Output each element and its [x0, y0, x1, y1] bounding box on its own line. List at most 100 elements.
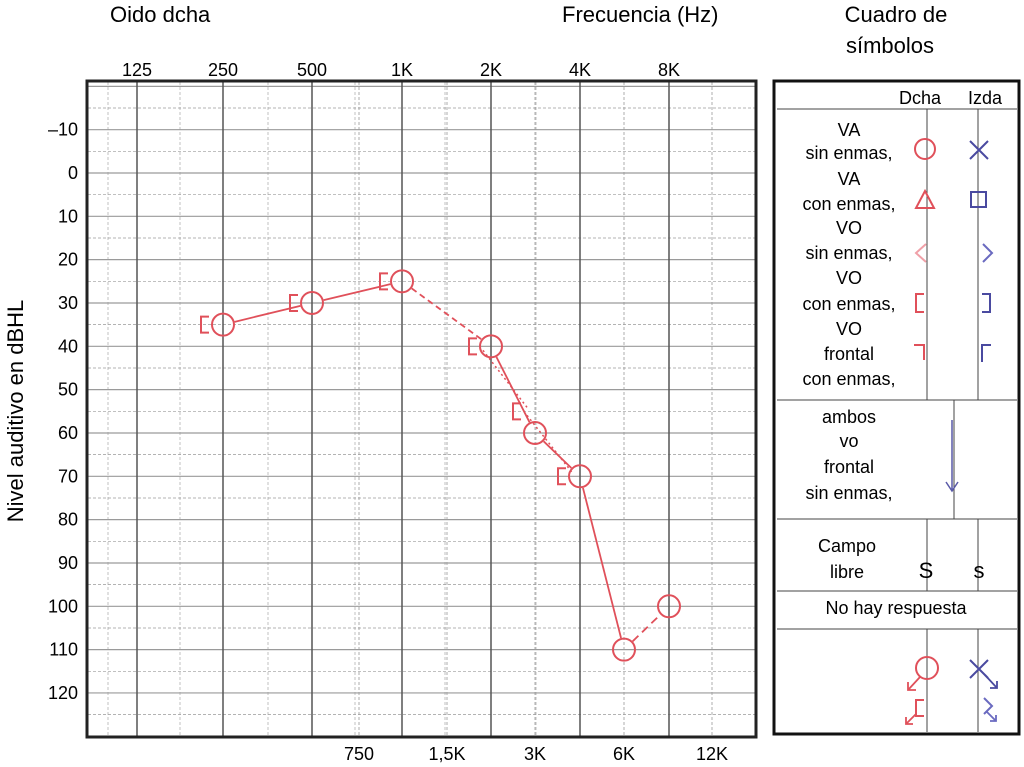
- arrow-down-symbol-icon: [945, 420, 959, 493]
- no-response-arrow-left-2-icon: [986, 711, 997, 722]
- air-conduction-point: [657, 594, 681, 619]
- legend-row-label: VO: [836, 218, 862, 238]
- legend-no-respuesta-label: No hay respuesta: [825, 598, 967, 618]
- chart-title-left: Oido dcha: [110, 2, 211, 27]
- air-conduction-point: [479, 334, 503, 359]
- x-top-tick-label: 250: [208, 60, 238, 80]
- square-symbol-icon: [970, 191, 987, 208]
- series-lines: [234, 283, 661, 642]
- x-bottom-ticks: 750 1,5K 3K 6K 12K: [344, 744, 728, 764]
- x-bottom-tick-label: 12K: [696, 744, 728, 764]
- no-response-chevron-icon: [983, 697, 994, 715]
- legend-title-line-2: símbolos: [846, 33, 934, 58]
- bone-conduction-point: [379, 272, 388, 291]
- air-conduction-point: [523, 420, 547, 445]
- y-tick-label: –10: [48, 120, 78, 140]
- triangle-symbol-icon: [914, 188, 936, 209]
- x-symbol-icon: [969, 140, 989, 160]
- y-tick-label: 120: [48, 683, 78, 703]
- series-line-segment: [582, 487, 622, 639]
- x-top-ticks: 125 250 500 1K 2K 4K 8K: [122, 60, 680, 80]
- x-top-tick-label: 8K: [658, 60, 680, 80]
- frontal-left-symbol-icon: [981, 344, 991, 362]
- no-response-bracket-icon: [915, 699, 924, 717]
- y-ticks: –10 0 10 20 30 40 50 60 70 80 90 100 110 120: [48, 120, 78, 703]
- series-marks: [200, 269, 681, 662]
- legend-row-va-sin: VA sin enmas,: [805, 120, 892, 163]
- legend-row-label: VA: [838, 169, 861, 189]
- bone-conduction-point: [468, 337, 477, 356]
- y-tick-label: 80: [58, 510, 78, 530]
- bone-conduction-point: [512, 402, 521, 421]
- bone-conduction-point: [200, 315, 209, 334]
- legend-campo-label: libre: [830, 562, 864, 582]
- x-bottom-tick-label: 750: [344, 744, 374, 764]
- no-response-arrow-right-icon: [907, 676, 921, 691]
- bone-conduction-point: [557, 467, 566, 486]
- x-bottom-tick-label: 3K: [524, 744, 546, 764]
- legend-ambos-label: sin enmas,: [805, 483, 892, 503]
- bone-line-segment: [526, 414, 573, 473]
- y-tick-label: 10: [58, 206, 78, 226]
- air-conduction-point: [300, 290, 324, 315]
- y-tick-label: 0: [68, 163, 78, 183]
- no-response-circle-icon: [915, 656, 939, 680]
- y-tick-label: 20: [58, 250, 78, 270]
- legend-campo-izda: s: [974, 558, 985, 583]
- legend-row-vo-frontal-con: VO frontal con enmas,: [802, 319, 895, 389]
- x-bottom-tick-label: 6K: [613, 744, 635, 764]
- x-bottom-tick-label: 1,5K: [428, 744, 465, 764]
- y-tick-label: 30: [58, 293, 78, 313]
- series-line-segment: [543, 440, 572, 469]
- grid: [88, 82, 755, 736]
- chevron-right-symbol-icon: [982, 243, 994, 263]
- no-response-arrow-right-2-icon: [905, 713, 917, 725]
- x-top-tick-label: 1K: [391, 60, 413, 80]
- legend-campo-label: Campo: [818, 536, 876, 556]
- bracket-left-symbol-icon: [915, 293, 924, 313]
- y-tick-label: 50: [58, 380, 78, 400]
- x-top-tick-label: 2K: [480, 60, 502, 80]
- y-tick-label: 110: [49, 640, 78, 660]
- frontal-right-symbol-icon: [914, 344, 925, 360]
- legend-row-vo-con: VO con enmas,: [802, 268, 895, 314]
- legend-ambos-label: frontal: [824, 457, 874, 477]
- air-conduction-point: [390, 269, 414, 294]
- bone-conduction-point: [289, 293, 298, 312]
- chevron-left-symbol-icon: [914, 243, 927, 263]
- circle-symbol-icon: [914, 138, 936, 160]
- legend-row-label: con enmas,: [802, 369, 895, 389]
- legend-ambos-label: vo: [839, 431, 858, 451]
- air-conduction-point: [568, 464, 592, 489]
- y-tick-label: 100: [48, 596, 78, 616]
- legend-row-label: VA: [838, 120, 861, 140]
- x-top-tick-label: 500: [297, 60, 327, 80]
- x-top-tick-label: 125: [122, 60, 152, 80]
- y-tick-label: 90: [58, 553, 78, 573]
- legend-col-dcha: Dcha: [899, 88, 942, 108]
- series-line-segment: [632, 613, 661, 642]
- y-tick-label: 70: [58, 466, 78, 486]
- no-response-arrow-left-icon: [984, 674, 998, 689]
- bone-line-segment: [482, 349, 528, 408]
- x-top-tick-label: 4K: [569, 60, 591, 80]
- air-conduction-point: [211, 312, 235, 337]
- series-line-segment: [495, 356, 531, 423]
- bracket-right-symbol-icon: [982, 293, 991, 313]
- legend-ambos-label: ambos: [822, 407, 876, 427]
- legend-title-line-1: Cuadro de: [845, 2, 948, 27]
- legend-row-label: VO: [836, 319, 862, 339]
- legend-row-label: con enmas,: [802, 294, 895, 314]
- y-tick-label: 60: [58, 423, 78, 443]
- legend-row-label: sin enmas,: [805, 243, 892, 263]
- air-conduction-point: [612, 637, 636, 662]
- legend-row-label: frontal: [824, 344, 874, 364]
- legend-row-label: sin enmas,: [805, 143, 892, 163]
- legend-row-va-con: VA con enmas,: [802, 169, 895, 214]
- legend-col-izda: Izda: [968, 88, 1003, 108]
- legend-campo-dcha: S: [919, 558, 934, 583]
- legend-row-vo-sin: VO sin enmas,: [805, 218, 892, 263]
- legend-row-label: VO: [836, 268, 862, 288]
- plot-frame: [85, 79, 758, 739]
